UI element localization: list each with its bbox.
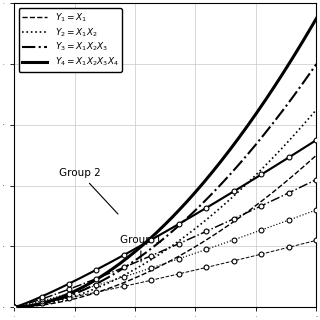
Legend: $Y_1 = X_1$, $Y_2 = X_1X_2$, $Y_3 = X_1X_2X_3$, $Y_4 = X_1X_2X_3X_4$: $Y_1 = X_1$, $Y_2 = X_1X_2$, $Y_3 = X_1X… (19, 8, 122, 72)
Text: Group 1: Group 1 (120, 235, 162, 262)
Text: Group 2: Group 2 (60, 168, 118, 214)
